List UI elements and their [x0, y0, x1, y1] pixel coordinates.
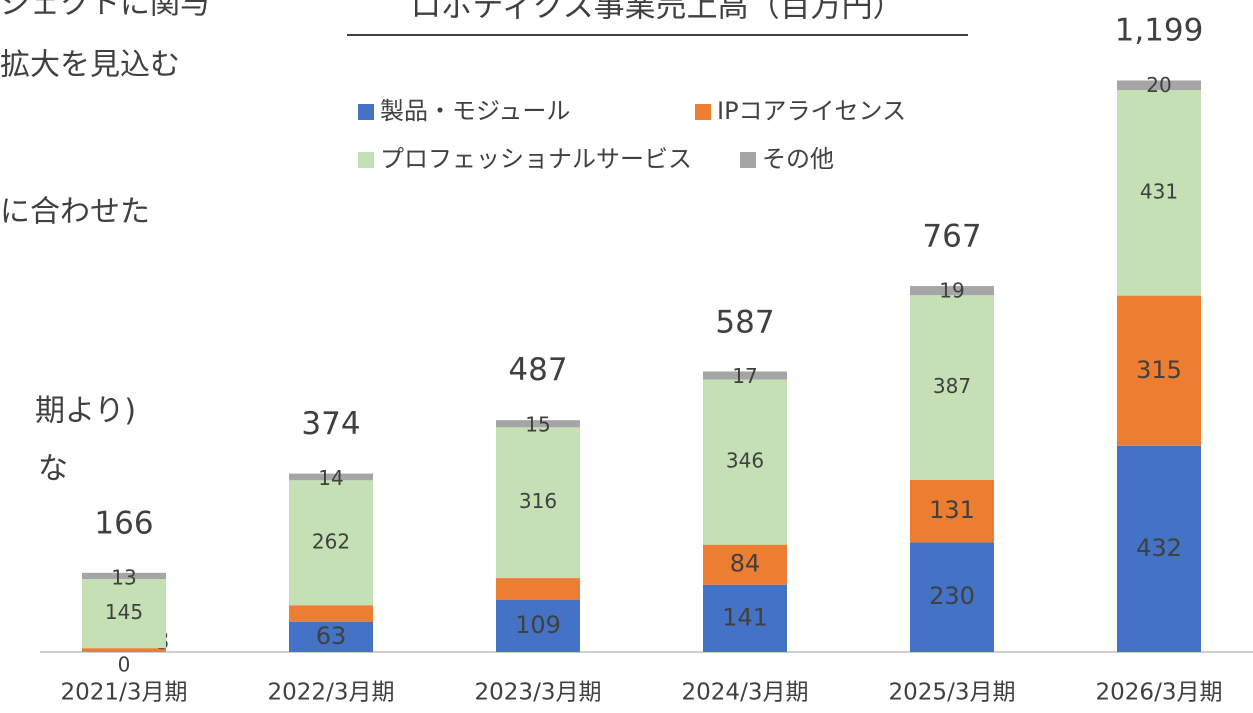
legend-label: IPコアライセンス [717, 97, 906, 125]
bar-segment [289, 621, 373, 652]
legend-swatch [740, 152, 756, 168]
bar-segment [496, 600, 580, 652]
data-label: 387 [933, 374, 971, 398]
side-text: ジェクトに関与 [0, 0, 210, 22]
bar-segment [1117, 445, 1201, 652]
side-text: 拡大を見込む [0, 48, 180, 83]
data-label: 141 [722, 603, 768, 631]
x-tick-label: 2024/3月期 [682, 680, 809, 706]
total-label: 1,199 [1115, 13, 1204, 49]
data-label: 14 [318, 466, 343, 490]
bar-segment [910, 479, 994, 543]
data-label: 63 [316, 622, 347, 650]
data-label: 20 [1146, 73, 1171, 97]
bar-segment [496, 578, 580, 600]
data-label: 17 [732, 364, 757, 388]
data-label: 15 [525, 413, 550, 437]
data-label: 230 [929, 582, 975, 610]
data-label: 84 [730, 550, 761, 578]
bar-segment [1117, 295, 1201, 446]
side-text: な [38, 452, 68, 487]
bar-segment [82, 572, 166, 580]
legend-swatch [358, 152, 374, 168]
data-label: 262 [312, 529, 350, 553]
bar-segment [82, 648, 166, 652]
bar-segment [910, 286, 994, 296]
data-label: 315 [1136, 356, 1182, 384]
legend-label: その他 [762, 145, 834, 173]
data-label: 145 [105, 600, 143, 624]
data-label: 346 [726, 449, 764, 473]
total-label: 166 [94, 505, 153, 541]
bar-segment [910, 542, 994, 652]
bar-segment [496, 420, 580, 428]
total-label: 487 [508, 352, 567, 388]
data-label: 13 [111, 565, 136, 589]
total-label: 587 [715, 304, 774, 340]
legend-swatch [695, 104, 711, 120]
total-label: 374 [301, 406, 360, 442]
data-label: 109 [515, 611, 561, 639]
bar-segment [703, 371, 787, 380]
bar-segment [82, 579, 166, 649]
bar-segment [289, 473, 373, 481]
legend-label: 製品・モジュール [380, 97, 570, 125]
x-tick-label: 2021/3月期 [61, 680, 188, 706]
bar-segment [703, 379, 787, 545]
bar-segment [910, 295, 994, 480]
x-tick-label: 2025/3月期 [889, 680, 1016, 706]
x-tick-label: 2022/3月期 [268, 680, 395, 706]
bar-segment [1117, 80, 1201, 91]
bar-segment [289, 605, 373, 622]
data-label: 131 [929, 496, 975, 524]
bar-segment [496, 427, 580, 579]
bar-segment [1117, 90, 1201, 296]
total-label: 767 [922, 219, 981, 255]
x-tick-label: 2026/3月期 [1096, 680, 1223, 706]
side-text: に合わせた [0, 195, 150, 230]
chart-title: ロボティクス事業売上高（百万円） [410, 0, 903, 25]
data-label: 431 [1140, 179, 1178, 203]
bar-segment [703, 544, 787, 585]
legend-swatch [358, 104, 374, 120]
legend-label: プロフェッショナルサービス [380, 145, 692, 173]
data-label: 316 [519, 489, 557, 513]
bar-segment [703, 584, 787, 652]
x-tick-label: 2023/3月期 [475, 680, 602, 706]
bar-segment [289, 480, 373, 606]
data-label: 19 [939, 279, 964, 303]
data-label: 0 [118, 653, 131, 677]
side-text: 期より) [35, 394, 136, 429]
data-label: 432 [1136, 534, 1182, 562]
